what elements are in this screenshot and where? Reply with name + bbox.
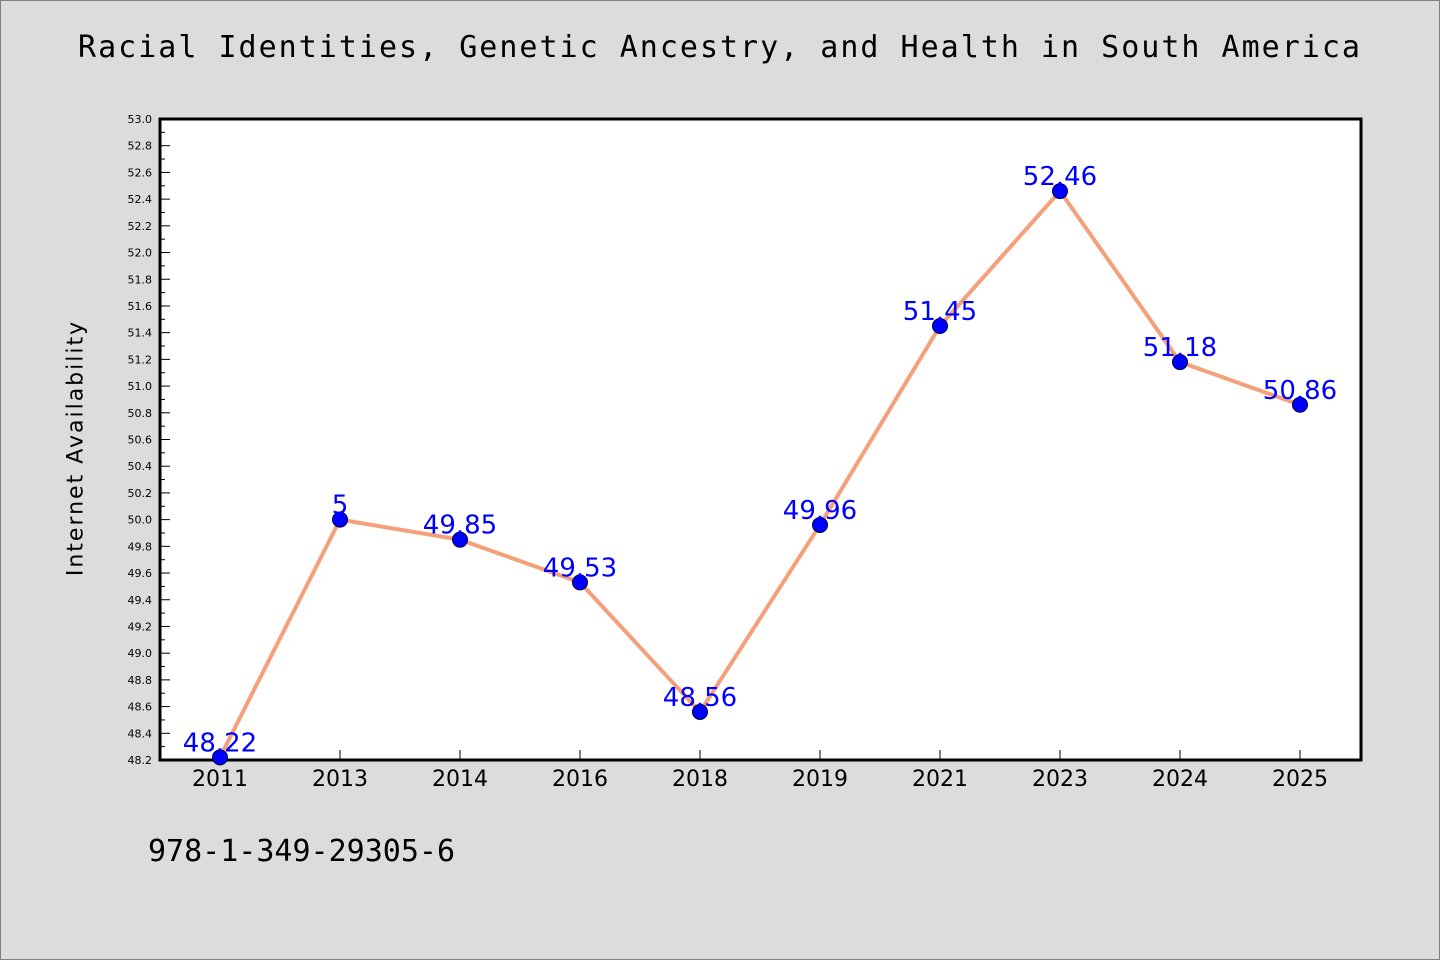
y-tick-label: 51.2 bbox=[128, 353, 153, 366]
data-point bbox=[212, 749, 228, 766]
data-label: 50.86 bbox=[1263, 376, 1337, 406]
data-label: 49.96 bbox=[783, 496, 857, 526]
x-tick-label: 2016 bbox=[552, 767, 608, 792]
data-point bbox=[572, 574, 588, 591]
y-tick-label: 49.0 bbox=[128, 647, 153, 660]
data-label: 48.22 bbox=[183, 728, 257, 758]
y-tick-label: 48.2 bbox=[128, 754, 153, 767]
x-tick-label: 2013 bbox=[312, 767, 368, 792]
x-tick-label: 2019 bbox=[792, 767, 848, 792]
series-layer bbox=[212, 183, 1308, 766]
data-point bbox=[692, 703, 708, 720]
y-tick-label: 49.4 bbox=[128, 594, 153, 607]
y-tick-label: 51.0 bbox=[128, 380, 153, 393]
x-tick-label: 2011 bbox=[192, 767, 248, 792]
x-tick-label: 2018 bbox=[672, 767, 728, 792]
y-tick-label: 48.4 bbox=[128, 727, 153, 740]
data-point bbox=[812, 516, 828, 533]
y-tick-label: 50.2 bbox=[128, 487, 153, 500]
data-label: 52.46 bbox=[1023, 162, 1097, 192]
x-tick-label: 2023 bbox=[1032, 767, 1088, 792]
y-tick-label: 52.6 bbox=[128, 166, 153, 179]
x-tick-label: 2021 bbox=[912, 767, 968, 792]
y-axis: 48.2 48.4 48.6 48.8 49.0 49.2 49.4 49.6 49.8 50.0… bbox=[128, 113, 170, 767]
y-tick-label: 52.2 bbox=[128, 220, 153, 233]
data-point bbox=[332, 511, 348, 528]
y-tick-label: 51.4 bbox=[128, 327, 153, 340]
y-tick-label: 52.8 bbox=[128, 140, 153, 153]
data-label: 51.45 bbox=[903, 297, 977, 327]
data-label: 5 bbox=[332, 491, 349, 521]
data-point bbox=[1172, 354, 1188, 371]
y-tick-label: 50.6 bbox=[128, 434, 153, 447]
footer-code: 978-1-349-29305-6 bbox=[148, 834, 456, 869]
y-tick-label: 49.6 bbox=[128, 567, 153, 580]
data-label-layer: 48.22 5 49.85 49.53 48.56 49.96 51.45 52.46 51.1… bbox=[183, 162, 1337, 758]
series-line bbox=[218, 189, 1301, 759]
data-point bbox=[1292, 396, 1308, 413]
plot-area bbox=[158, 117, 1363, 762]
x-tick-label: 2024 bbox=[1152, 767, 1208, 792]
y-tick-label: 50.4 bbox=[128, 460, 153, 473]
y-tick-label: 51.8 bbox=[128, 273, 153, 286]
y-tick-label: 51.6 bbox=[128, 300, 153, 313]
data-label: 48.56 bbox=[663, 683, 737, 713]
data-label: 51.18 bbox=[1143, 333, 1217, 363]
y-tick-label: 50.0 bbox=[128, 514, 153, 527]
y-tick-label: 50.8 bbox=[128, 407, 153, 420]
y-tick-label: 52.4 bbox=[128, 193, 153, 206]
x-tick-label: 2014 bbox=[432, 767, 488, 792]
data-point bbox=[1052, 183, 1068, 200]
y-tick-label: 53.0 bbox=[128, 113, 153, 126]
y-tick-label: 52.0 bbox=[128, 247, 153, 260]
chart-title: Racial Identities, Genetic Ancestry, and… bbox=[78, 30, 1362, 65]
y-tick-label: 48.6 bbox=[128, 701, 153, 714]
data-point bbox=[452, 531, 468, 548]
y-tick-label: 49.2 bbox=[128, 620, 153, 633]
data-label: 49.53 bbox=[543, 553, 617, 583]
data-label: 49.85 bbox=[423, 511, 497, 541]
x-axis: 2011 2013 2014 2016 2018 2019 2021 2023 2024 2025 bbox=[192, 750, 1328, 792]
data-point bbox=[932, 317, 948, 334]
x-tick-label: 2025 bbox=[1272, 767, 1328, 792]
y-tick-label: 48.8 bbox=[128, 674, 153, 687]
y-tick-label: 49.8 bbox=[128, 540, 153, 553]
